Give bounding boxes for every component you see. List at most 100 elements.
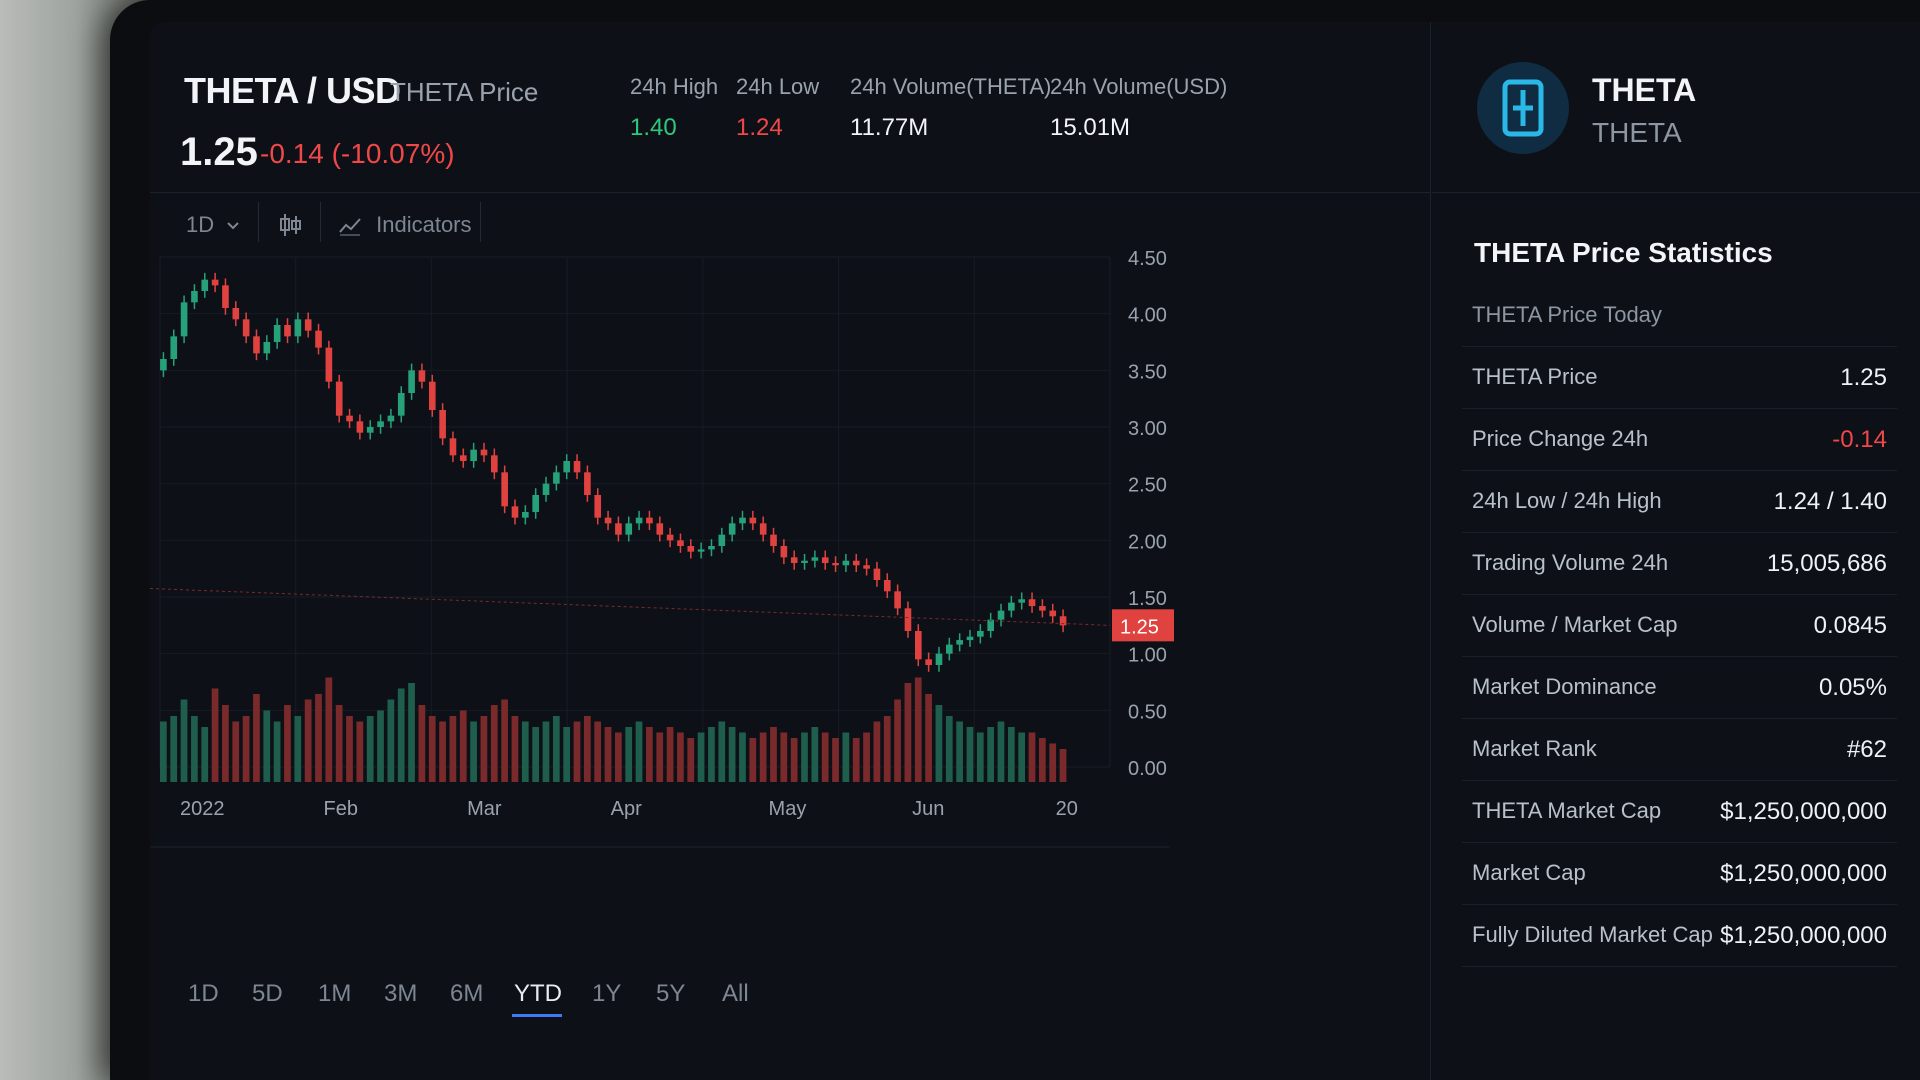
range-ytd[interactable]: YTD (514, 980, 562, 1007)
indicators-label: Indicators (376, 212, 472, 237)
candle-body (563, 461, 571, 473)
volume-bar (842, 732, 850, 782)
coin-logo (1477, 62, 1569, 154)
candle-body (770, 534, 777, 546)
chart-type-button[interactable] (278, 212, 302, 244)
candle-body (470, 449, 477, 461)
stat-row-label: Price Change 24h (1472, 426, 1649, 451)
candle-body (790, 557, 798, 563)
candle-body (1018, 599, 1026, 603)
range-5d[interactable]: 5D (252, 980, 283, 1007)
volume-bar (315, 694, 322, 782)
stat-row-value: -0.14 (1832, 426, 1887, 453)
candle-body (842, 560, 850, 566)
volume-bar (377, 710, 384, 782)
volume-bar (211, 688, 219, 782)
volume-bar (552, 716, 560, 782)
interval-select[interactable]: 1D (186, 212, 240, 238)
candle-body (459, 455, 467, 461)
candle-body (749, 517, 757, 524)
range-5y[interactable]: 5Y (656, 980, 686, 1007)
volume-bar (284, 705, 291, 782)
chart-panel: THETA / USD THETA Price 1.25 -0.14 (-10.… (150, 22, 1431, 1080)
volume-bar (490, 705, 498, 782)
candle-body (180, 302, 188, 337)
range-1y[interactable]: 1Y (592, 980, 622, 1007)
x-tick-label: May (769, 798, 807, 820)
stat-row-label: Fully Diluted Market Cap (1472, 922, 1713, 947)
x-tick-label: Jun (912, 798, 944, 820)
stat-row-label: Trading Volume 24h (1472, 550, 1669, 575)
candle-body (263, 342, 271, 354)
candle-body (811, 557, 819, 561)
toolbar-divider (258, 202, 259, 242)
candle-body (697, 549, 705, 552)
stats-sidebar: THETA THETA THETA Price Statistics THETA… (1432, 22, 1920, 1080)
volume-bar (1059, 749, 1067, 782)
volume-bar (583, 716, 591, 782)
volume-bar (976, 732, 984, 782)
candle-body (408, 370, 415, 393)
volume-bar (294, 716, 302, 782)
range-6m[interactable]: 6M (450, 980, 484, 1007)
candle-body (656, 523, 664, 535)
stat-24h-low: 24h Low 1.24 (736, 74, 819, 142)
range-all[interactable]: All (722, 980, 749, 1007)
candle-body (232, 308, 240, 320)
volume-bar (966, 727, 974, 782)
candle-body (739, 517, 746, 524)
volume-bar (501, 699, 508, 782)
coin-symbol: THETA (1592, 117, 1682, 148)
volume-bar (635, 721, 643, 782)
volume-bar (656, 732, 664, 782)
candle-body (987, 619, 994, 631)
stat-row-label: THETA Market Cap (1472, 798, 1662, 823)
candle-body (977, 631, 984, 637)
volume-bar (222, 705, 229, 782)
range-1d[interactable]: 1D (188, 980, 219, 1007)
candle-body (428, 381, 436, 410)
volume-bar (625, 727, 633, 782)
candle-body (1049, 610, 1057, 617)
candle-body (852, 560, 860, 566)
candle-body (346, 415, 353, 422)
candle-body (1028, 599, 1036, 607)
candle-body (491, 455, 498, 473)
y-tick-label: 4.00 (1128, 305, 1167, 327)
candle-body (687, 546, 695, 552)
candle-body (542, 483, 550, 495)
stat-row-value: 1.25 (1840, 364, 1887, 391)
candle-body (883, 580, 891, 592)
candle-body (615, 523, 622, 535)
volume-bar (615, 732, 622, 782)
volume-bar (780, 732, 788, 782)
volume-bar (428, 716, 436, 782)
candle-body (863, 565, 870, 569)
volume-bar (790, 738, 798, 782)
candle-body (253, 336, 260, 354)
candle-body (677, 540, 684, 546)
volume-bar (646, 727, 653, 782)
candle-body (821, 557, 829, 563)
candle-body (418, 370, 426, 382)
price-chart[interactable]: 4.50 4.00 3.50 3.00 2.50 2.00 1.50 1.00 0.50 0.00… (150, 22, 1430, 972)
coin-name: THETA (1592, 72, 1697, 108)
volume-bar (728, 727, 736, 782)
volume-bar (1038, 738, 1046, 782)
indicators-button[interactable]: Indicators (338, 212, 472, 238)
volume-bar (811, 727, 819, 782)
volume-bar (801, 732, 808, 782)
range-1m[interactable]: 1M (318, 980, 352, 1007)
last-price-line (150, 587, 1111, 626)
candle-body (480, 449, 488, 456)
volume-bar (925, 694, 932, 782)
volume-bar (1018, 732, 1026, 782)
volume-bar (739, 732, 746, 782)
volume-bar (852, 738, 860, 782)
volume-bar (573, 721, 581, 782)
candle-body (553, 472, 560, 484)
range-3m[interactable]: 3M (384, 980, 418, 1007)
candle-body (914, 631, 922, 660)
volume-bar (387, 699, 395, 782)
stat-row-value: 0.05% (1818, 674, 1887, 701)
